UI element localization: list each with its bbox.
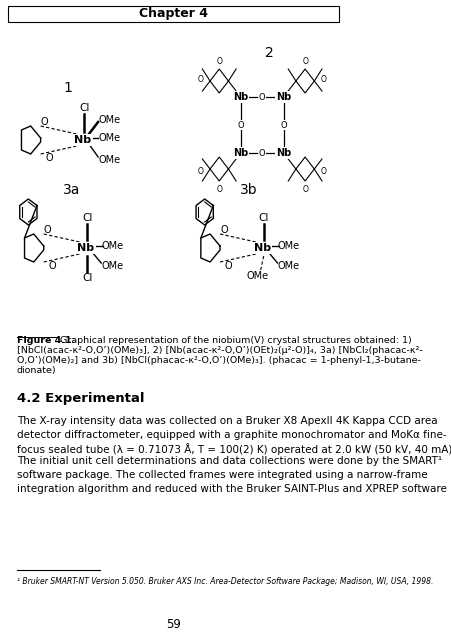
Text: OMe: OMe (277, 261, 299, 271)
Text: O: O (41, 117, 48, 127)
Text: OMe: OMe (98, 133, 120, 143)
Text: Nb: Nb (276, 148, 290, 158)
Text: OMe: OMe (98, 115, 120, 125)
Text: Nb: Nb (233, 148, 248, 158)
Text: OMe: OMe (277, 241, 299, 251)
Text: Cl: Cl (79, 103, 89, 113)
Text: 2: 2 (265, 46, 274, 60)
Text: O: O (320, 166, 326, 175)
Text: 3a: 3a (63, 183, 81, 197)
Text: O: O (216, 56, 222, 65)
Text: O: O (216, 184, 222, 193)
Text: O: O (320, 74, 326, 83)
Text: Nb: Nb (253, 243, 270, 253)
Text: O: O (220, 225, 227, 235)
Text: O: O (302, 56, 308, 65)
Text: Chapter 4: Chapter 4 (138, 6, 207, 19)
Text: OMe: OMe (246, 271, 268, 281)
Text: O: O (302, 184, 308, 193)
Text: integration algorithm and reduced with the Bruker SAINT-Plus and XPREP software: integration algorithm and reduced with t… (17, 483, 446, 493)
Text: O: O (258, 148, 265, 157)
Text: The X-ray intensity data was collected on a Bruker X8 ApexII 4K Kappa CCD area: The X-ray intensity data was collected o… (17, 416, 437, 426)
Text: OMe: OMe (98, 155, 120, 165)
Text: 1: 1 (63, 81, 72, 95)
Text: O: O (48, 261, 56, 271)
Text: Cl: Cl (258, 213, 268, 223)
Text: focus sealed tube (λ = 0.71073 Å, T = 100(2) K) operated at 2.0 kW (50 kV, 40 mA: focus sealed tube (λ = 0.71073 Å, T = 10… (17, 443, 451, 455)
Text: O: O (198, 74, 203, 83)
Text: Figure 4.1:: Figure 4.1: (17, 336, 75, 345)
Text: dionate): dionate) (17, 366, 56, 375)
Text: O: O (44, 225, 51, 235)
Text: software package. The collected frames were integrated using a narrow-frame: software package. The collected frames w… (17, 470, 427, 480)
Text: Graphical representation of the niobium(V) crystal structures obtained: 1): Graphical representation of the niobium(… (57, 336, 410, 345)
Text: 3b: 3b (239, 183, 257, 197)
Text: Nb: Nb (276, 92, 290, 102)
Text: O,O’)(OMe)₂] and 3b) [NbCl(phacac-κ²-O,O’)(OMe)₃]. (phacac = 1-phenyl-1,3-butane: O,O’)(OMe)₂] and 3b) [NbCl(phacac-κ²-O,O… (17, 356, 420, 365)
Text: Cl: Cl (82, 213, 92, 223)
Text: The initial unit cell determinations and data collections were done by the SMART: The initial unit cell determinations and… (17, 456, 441, 467)
FancyBboxPatch shape (8, 6, 338, 22)
Text: O: O (237, 120, 244, 129)
Text: O: O (258, 93, 265, 102)
Text: O: O (224, 261, 232, 271)
Text: O: O (198, 166, 203, 175)
Text: Nb: Nb (233, 92, 248, 102)
Text: O: O (280, 120, 286, 129)
Text: detector diffractometer, equipped with a graphite monochromator and MoKα fine-: detector diffractometer, equipped with a… (17, 429, 446, 440)
Text: OMe: OMe (101, 261, 123, 271)
Text: Nb: Nb (74, 135, 91, 145)
Text: ¹ Bruker SMART-NT Version 5.050. Bruker AXS Inc. Area-Detector Software Package;: ¹ Bruker SMART-NT Version 5.050. Bruker … (17, 577, 432, 586)
Text: O: O (45, 153, 53, 163)
Text: [NbCl(acac-κ²-O,O’)(OMe)₃], 2) [Nb(acac-κ²-O,O’)(OEt)₂(μ²-O)]₄, 3a) [NbCl₂(phaca: [NbCl(acac-κ²-O,O’)(OMe)₃], 2) [Nb(acac-… (17, 346, 422, 355)
Text: OMe: OMe (101, 241, 123, 251)
Text: Cl: Cl (82, 273, 92, 283)
Text: 4.2 Experimental: 4.2 Experimental (17, 392, 144, 405)
Text: Nb: Nb (77, 243, 94, 253)
Text: 59: 59 (166, 618, 180, 632)
